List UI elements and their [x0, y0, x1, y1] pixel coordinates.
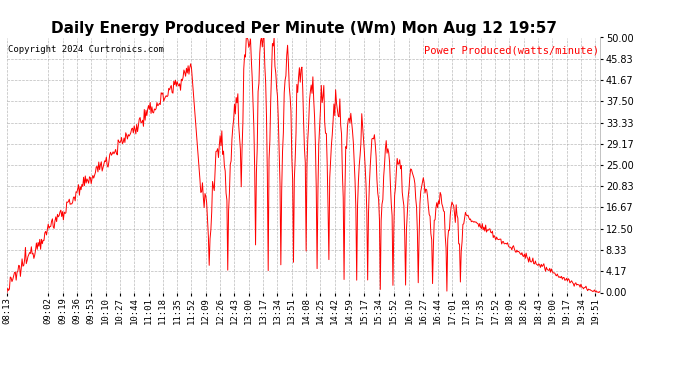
Title: Daily Energy Produced Per Minute (Wm) Mon Aug 12 19:57: Daily Energy Produced Per Minute (Wm) Mo… [50, 21, 557, 36]
Text: Copyright 2024 Curtronics.com: Copyright 2024 Curtronics.com [8, 45, 164, 54]
Text: Power Produced(watts/minute): Power Produced(watts/minute) [424, 45, 599, 55]
